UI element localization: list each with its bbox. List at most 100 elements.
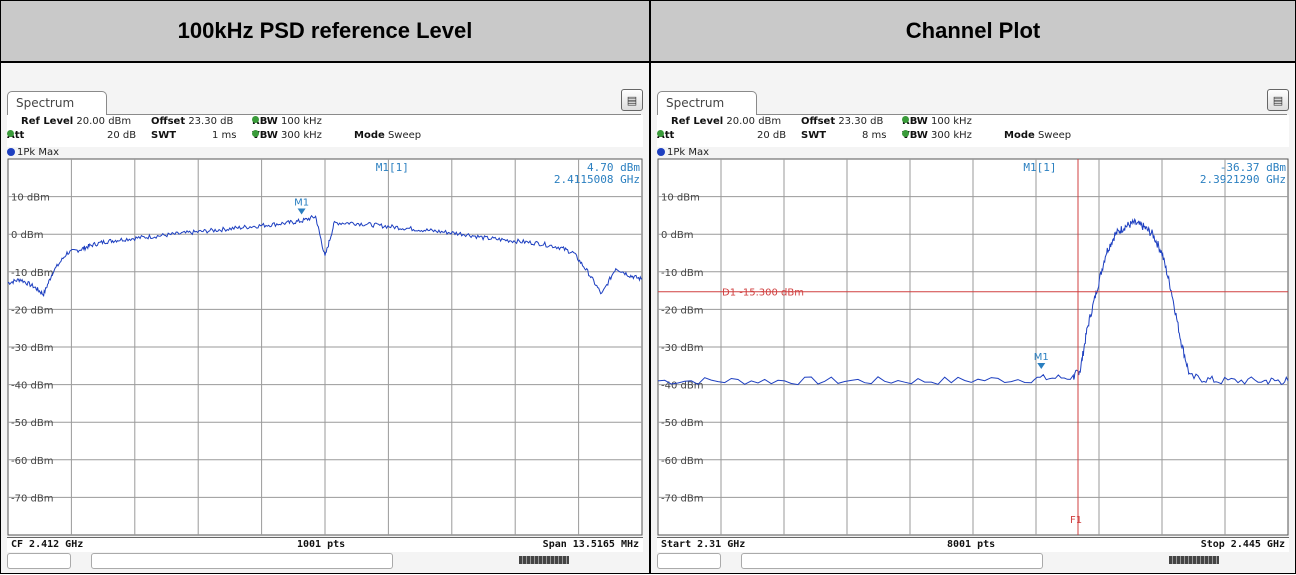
y-tick-label: -20 dBm — [11, 305, 53, 316]
att-value: 20 dB — [107, 130, 137, 141]
vbw-value: 300 kHz — [281, 130, 322, 141]
att-label: Att — [7, 130, 25, 141]
marker-readout-level: 4.70 dBm — [587, 161, 640, 174]
plot-footer: Start 2.31 GHz 8001 pts Stop 2.445 GHz — [657, 537, 1289, 552]
status-field — [657, 553, 721, 569]
panel-title: 100kHz PSD reference Level — [1, 1, 649, 63]
y-tick-label: -60 dBm — [661, 456, 703, 467]
spectrum-plot[interactable]: 10 dBm 0 dBm -10 dBm -20 dBm -30 dBm -40 dBm -… — [651, 63, 1295, 575]
y-tick-label: -70 dBm — [661, 493, 703, 504]
footer-start-freq: Start 2.31 GHz — [661, 539, 746, 550]
y-tick-label: -40 dBm — [11, 381, 53, 392]
status-field — [91, 553, 393, 569]
offset-value: 23.30 dB — [838, 116, 884, 127]
y-tick-label: -50 dBm — [11, 418, 53, 429]
tab-divider — [757, 114, 1287, 115]
tab-divider — [107, 114, 641, 115]
marker-readout-freq: 2.3921290 GHz — [1200, 173, 1286, 186]
att-value: 20 dB — [757, 130, 787, 141]
trace-dot-icon — [7, 148, 15, 156]
panel-channel: Channel Plot Spectrum ▤ Ref Level 20.00 … — [651, 1, 1295, 573]
trace-name: 1Pk Max — [17, 147, 60, 158]
offset-label: Offset — [801, 116, 836, 127]
y-tick-label: -60 dBm — [11, 456, 53, 467]
status-field — [7, 553, 71, 569]
panel-title: Channel Plot — [651, 1, 1295, 63]
coupled-dot-icon — [7, 130, 14, 137]
tab-spectrum[interactable]: Spectrum — [7, 91, 107, 115]
ref-level-label: Ref Level — [671, 116, 724, 127]
level-meter-icon — [519, 556, 569, 564]
mode-label: Mode — [1004, 130, 1035, 141]
y-tick-label: -30 dBm — [11, 343, 53, 354]
spectrum-plot[interactable]: 10 dBm 0 dBm -10 dBm -20 dBm -30 dBm -40 dBm -… — [1, 63, 649, 575]
marker-readout-level: -36.37 dBm — [1220, 161, 1287, 174]
level-meter-icon — [1169, 556, 1219, 564]
y-tick-label: -40 dBm — [661, 381, 703, 392]
ref-level-label: Ref Level — [21, 116, 74, 127]
coupled-dot-icon — [902, 130, 909, 137]
y-tick-label: -20 dBm — [661, 305, 703, 316]
vbw-label: VBW — [252, 130, 278, 141]
swt-value: 8 ms — [862, 130, 887, 141]
mode-value: Sweep — [387, 130, 422, 141]
frequency-line-label: F1 — [1070, 515, 1082, 526]
footer-points: 8001 pts — [947, 539, 996, 550]
analyzer-screen: Spectrum ▤ Ref Level 20.00 dBm Offset 23… — [1, 63, 649, 573]
y-tick-label: 10 dBm — [661, 193, 700, 204]
coupled-dot-icon — [657, 130, 664, 137]
marker-readout-name: M1[1] — [1023, 161, 1056, 174]
footer-center-freq: CF 2.412 GHz — [11, 539, 84, 550]
offset-value: 23.30 dB — [188, 116, 234, 127]
vbw-value: 300 kHz — [931, 130, 972, 141]
rbw-label: RBW — [252, 116, 278, 127]
marker-triangle-icon — [1037, 362, 1046, 369]
coupled-dot-icon — [902, 116, 909, 123]
y-tick-label: -10 dBm — [11, 268, 53, 279]
analyzer-screen: Spectrum ▤ Ref Level 20.00 dBm Offset 23… — [651, 63, 1295, 573]
footer-stop-freq: Stop 2.445 GHz — [1200, 539, 1285, 550]
display-line-label: D1 -15.300 dBm — [722, 288, 804, 299]
ref-level-value: 20.00 dBm — [726, 116, 782, 127]
rbw-label: RBW — [902, 116, 928, 127]
rbw-value: 100 kHz — [931, 116, 972, 127]
rbw-value: 100 kHz — [281, 116, 322, 127]
marker-triangle-icon — [297, 208, 306, 215]
menu-icon[interactable]: ▤ — [1267, 89, 1289, 111]
status-bar — [7, 553, 643, 569]
y-tick-label: -10 dBm — [661, 268, 703, 279]
vbw-label: VBW — [902, 130, 928, 141]
y-tick-label: -70 dBm — [11, 493, 53, 504]
swt-label: SWT — [801, 130, 827, 141]
swt-value: 1 ms — [212, 130, 237, 141]
marker-readout-freq: 2.4115008 GHz — [554, 173, 640, 186]
y-tick-label: -50 dBm — [661, 418, 703, 429]
footer-points: 1001 pts — [297, 539, 346, 550]
mode-label: Mode — [354, 130, 385, 141]
plot-footer: CF 2.412 GHz 1001 pts Span 13.5165 MHz — [7, 537, 643, 552]
marker-tag: M1 — [1034, 352, 1049, 363]
trace-label: 1Pk Max — [7, 147, 97, 159]
trace-line — [657, 217, 1289, 386]
status-bar — [657, 553, 1289, 569]
ref-level-value: 20.00 dBm — [76, 116, 132, 127]
menu-icon[interactable]: ▤ — [621, 89, 643, 111]
settings-info: Ref Level 20.00 dBm Offset 23.30 dB RBW … — [7, 115, 643, 147]
y-tick-label: 0 dBm — [661, 230, 694, 241]
tab-spectrum[interactable]: Spectrum — [657, 91, 757, 115]
status-field — [741, 553, 1043, 569]
trace-name: 1Pk Max — [667, 147, 710, 158]
trace-dot-icon — [657, 148, 665, 156]
y-tick-label: 10 dBm — [11, 193, 50, 204]
att-label: Att — [657, 130, 675, 141]
panel-psd: 100kHz PSD reference Level Spectrum ▤ Re… — [1, 1, 651, 573]
swt-label: SWT — [151, 130, 177, 141]
trace-line — [7, 214, 643, 297]
settings-info: Ref Level 20.00 dBm Offset 23.30 dB RBW … — [657, 115, 1289, 147]
trace-label: 1Pk Max — [657, 147, 747, 159]
y-tick-label: -30 dBm — [661, 343, 703, 354]
coupled-dot-icon — [252, 116, 259, 123]
coupled-dot-icon — [252, 130, 259, 137]
y-tick-label: 0 dBm — [11, 230, 44, 241]
